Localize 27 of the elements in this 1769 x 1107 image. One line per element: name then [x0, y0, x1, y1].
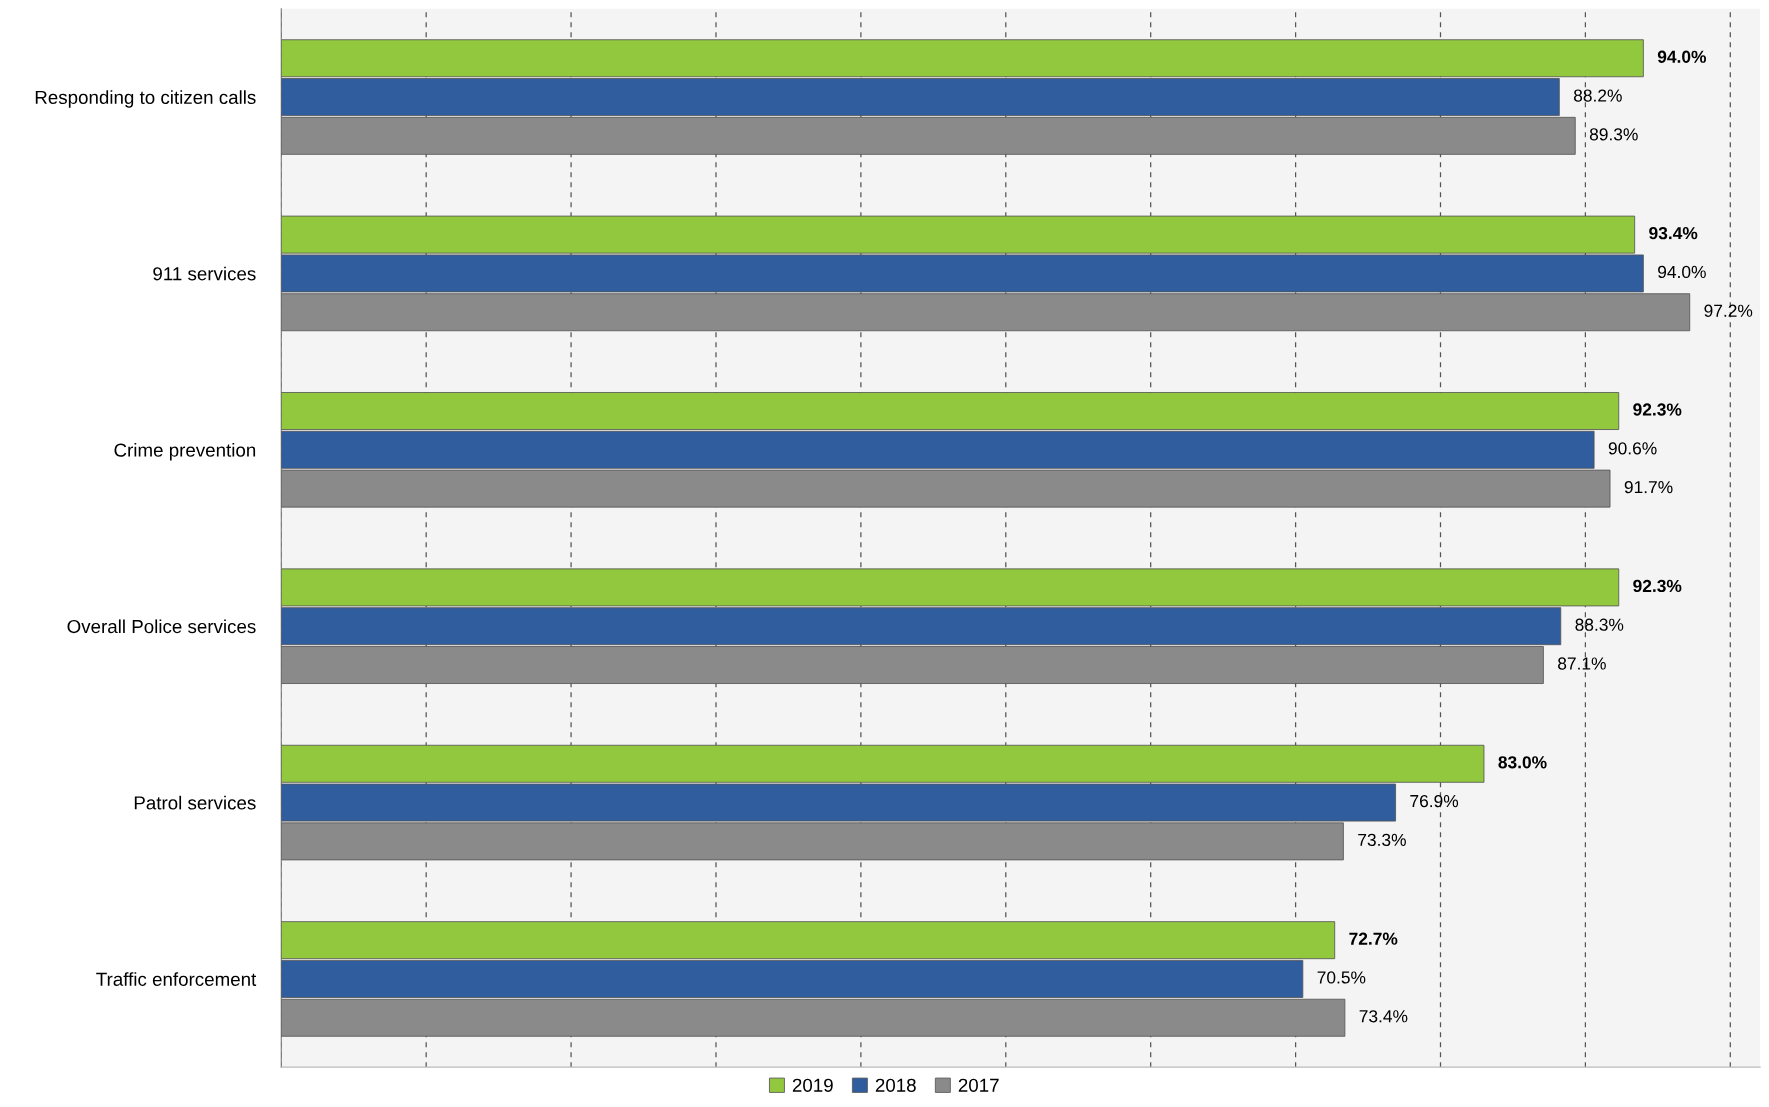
data-label: 73.3%	[1358, 833, 1406, 847]
data-label: 73.4%	[1359, 1010, 1408, 1023]
data-label: 72.7%	[1349, 932, 1398, 945]
data-label: 92.3%	[1633, 579, 1682, 593]
data-label: 76.9%	[1410, 794, 1459, 808]
data-label: 97.2%	[1704, 304, 1753, 317]
data-label: 94.0%	[1658, 265, 1706, 279]
legend-label: 2019	[792, 1078, 833, 1092]
y-tick-label: Overall Police services	[67, 619, 256, 634]
data-label: 83.0%	[1498, 756, 1547, 769]
legend-label: 2018	[875, 1078, 916, 1092]
data-label: 93.4%	[1649, 226, 1698, 240]
data-label: 70.5%	[1317, 971, 1366, 984]
y-tick-label: Crime prevention	[114, 443, 256, 461]
y-tick-label: Traffic enforcement	[96, 972, 257, 986]
y-tick-label: Patrol services	[134, 795, 256, 810]
data-label: 87.1%	[1558, 657, 1606, 670]
legend-label: 2017	[958, 1078, 999, 1092]
data-label: 94.0%	[1657, 50, 1707, 63]
data-label: 92.3%	[1633, 403, 1682, 416]
y-tick-label: Responding to citizen calls	[35, 90, 256, 108]
data-label: 88.2%	[1573, 89, 1622, 102]
data-label: 91.7%	[1624, 480, 1673, 494]
data-label: 88.3%	[1575, 618, 1624, 631]
data-label: 89.3%	[1589, 128, 1638, 141]
data-label: 90.6%	[1608, 442, 1657, 455]
y-tick-label: 911 services	[153, 266, 256, 281]
